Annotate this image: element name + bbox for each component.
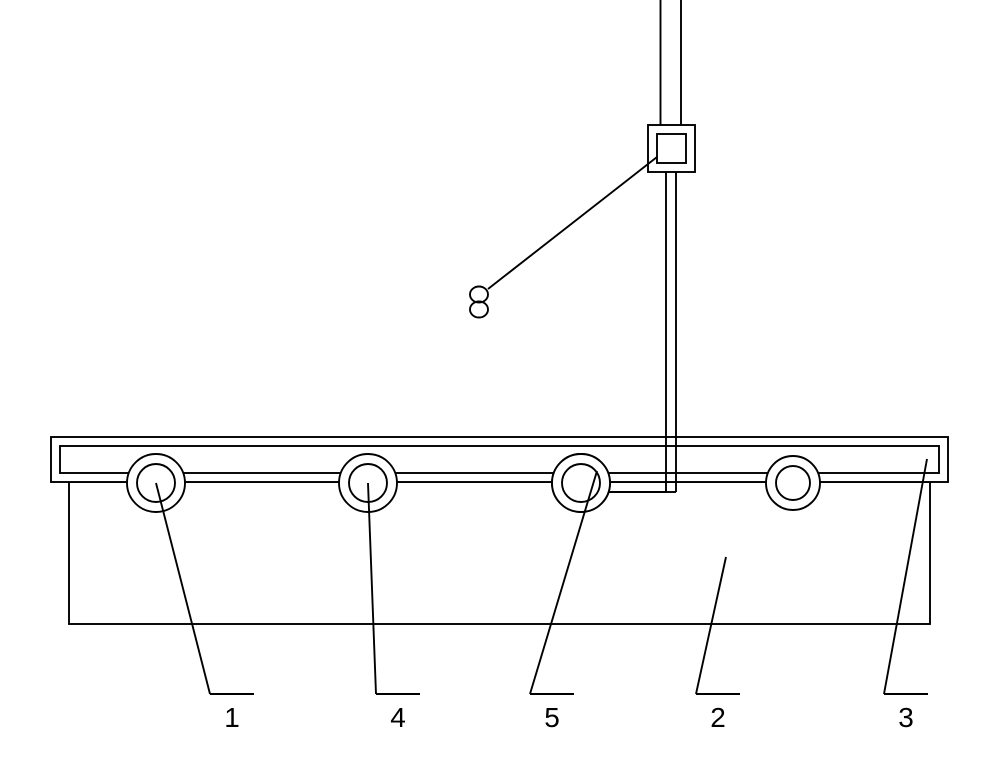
label-5: 5: [544, 702, 560, 733]
label-3: 3: [898, 702, 914, 733]
label-2: 2: [710, 702, 726, 733]
label-1: 1: [224, 702, 240, 733]
diagram-canvas: 1 4 5 2 3: [0, 0, 1000, 774]
label-4: 4: [390, 702, 406, 733]
